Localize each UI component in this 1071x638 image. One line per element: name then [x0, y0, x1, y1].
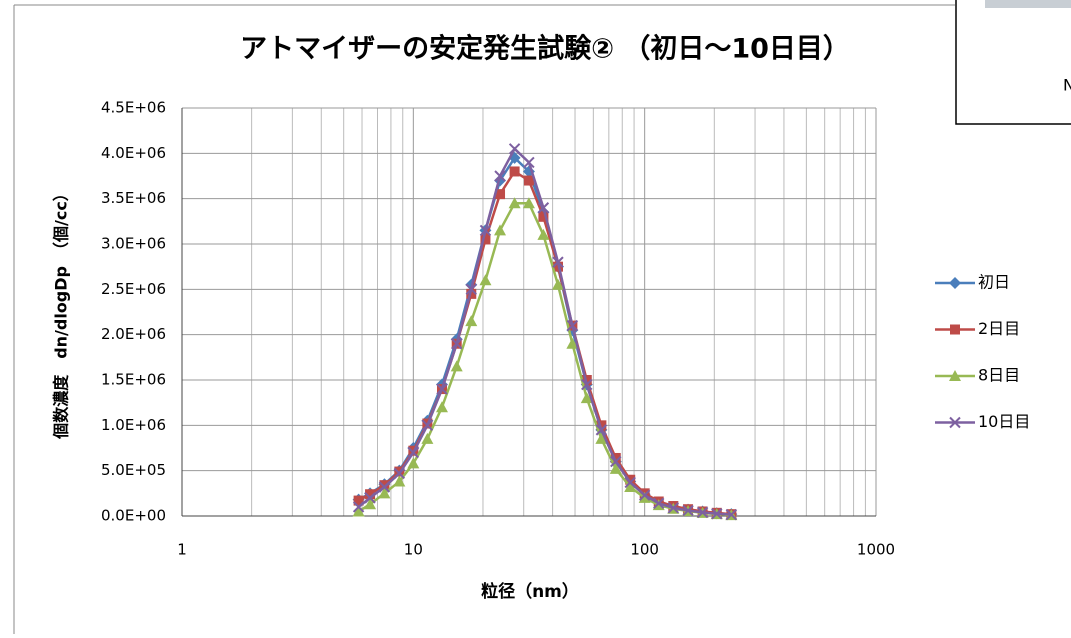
marker: [435, 401, 448, 413]
inset-text: N: [1063, 76, 1071, 95]
marker: [378, 487, 391, 499]
marker: [610, 455, 622, 468]
y-tick-label: 2.0E+06: [101, 325, 166, 343]
marker: [508, 143, 521, 155]
y-tick-label: 2.5E+06: [101, 280, 166, 298]
marker: [479, 224, 492, 237]
y-tick-label: 1.5E+06: [101, 371, 166, 389]
marker: [638, 489, 651, 501]
marker: [566, 319, 579, 332]
marker: [949, 416, 961, 429]
marker: [450, 360, 463, 372]
marker: [595, 424, 608, 436]
marker: [393, 467, 406, 480]
inset-box: [955, 0, 1071, 125]
x-tick-label: 100: [630, 541, 659, 559]
marker: [523, 156, 535, 169]
chart-title: アトマイザーの安定発生試験② （初日～10日目）: [240, 33, 850, 65]
series: [352, 197, 738, 521]
marker: [537, 228, 550, 240]
legend-label: 初日: [978, 273, 1010, 292]
marker: [494, 224, 507, 236]
marker: [595, 432, 608, 444]
marker: [552, 256, 564, 268]
y-tick-label: 3.0E+06: [101, 235, 166, 253]
marker: [624, 476, 636, 489]
marker: [624, 480, 637, 492]
marker: [364, 498, 377, 510]
marker: [551, 278, 564, 290]
marker: [638, 491, 651, 503]
marker: [495, 189, 506, 200]
marker: [407, 457, 420, 469]
legend-label: 8日目: [978, 366, 1020, 385]
marker: [494, 170, 506, 182]
x-tick-label: 1000: [857, 541, 895, 559]
marker: [393, 475, 406, 487]
y-tick-label: 5.0E+05: [101, 461, 166, 479]
marker: [465, 283, 477, 296]
marker: [352, 505, 365, 517]
marker: [580, 392, 593, 404]
marker: [581, 378, 593, 391]
marker: [365, 489, 376, 500]
marker: [609, 462, 622, 474]
marker: [949, 370, 961, 381]
marker: [465, 315, 478, 327]
marker: [407, 446, 420, 459]
marker: [421, 432, 434, 444]
marker: [625, 474, 636, 485]
marker: [566, 337, 579, 349]
marker: [353, 495, 364, 506]
marker: [523, 175, 534, 186]
marker: [379, 480, 390, 491]
marker: [508, 197, 521, 209]
y-tick-label: 0.0E+00: [101, 507, 166, 525]
x-tick-label: 1: [177, 541, 187, 559]
y-tick-label: 3.5E+06: [101, 189, 166, 207]
marker: [711, 508, 723, 520]
y-tick-label: 4.0E+06: [101, 144, 166, 162]
marker: [537, 202, 550, 214]
marker: [509, 166, 520, 177]
marker: [950, 324, 960, 335]
marker: [436, 383, 448, 395]
marker: [653, 497, 665, 510]
marker: [480, 234, 491, 245]
inset-image: [985, 0, 1071, 8]
marker: [538, 211, 549, 222]
y-tick-label: 4.5E+06: [101, 99, 166, 117]
x-tick-label: 10: [404, 541, 423, 559]
series: [352, 143, 738, 521]
x-axis-label: 粒径（nm）: [481, 581, 579, 602]
y-axis-label: 個数濃度 dn/dlogDp （個/cc）: [52, 185, 71, 440]
y-tick-label: 1.0E+06: [101, 416, 166, 434]
legend-label: 10日目: [978, 412, 1030, 431]
legend-label: 2日目: [978, 319, 1020, 338]
marker: [352, 501, 365, 513]
marker: [479, 274, 492, 286]
marker: [696, 506, 709, 519]
marker: [682, 504, 694, 517]
marker: [949, 277, 961, 289]
marker: [378, 481, 391, 493]
marker: [610, 452, 621, 463]
marker: [522, 197, 535, 209]
marker: [596, 420, 607, 431]
marker: [421, 419, 434, 432]
marker: [364, 492, 376, 504]
marker: [451, 338, 463, 350]
marker: [725, 508, 738, 521]
marker: [667, 502, 680, 514]
